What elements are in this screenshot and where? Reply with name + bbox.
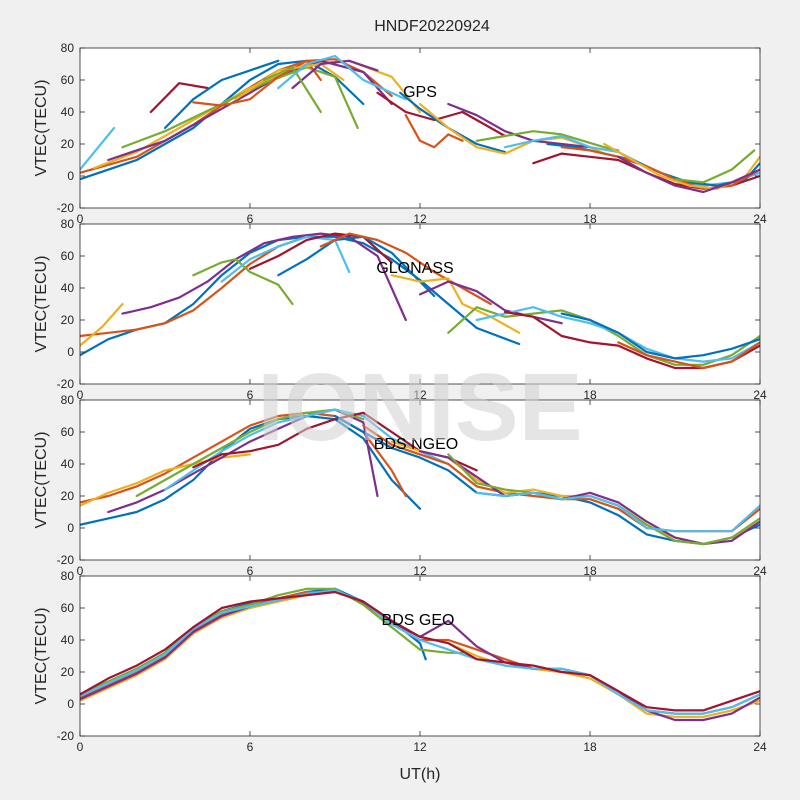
series-line-2 <box>80 302 124 347</box>
y-tick-label: 80 <box>61 393 75 407</box>
x-tick-label: 24 <box>753 212 767 226</box>
series-line-12 <box>277 54 407 101</box>
series-line-11 <box>263 66 322 114</box>
y-tick-label: 40 <box>61 457 75 471</box>
y-tick-label: -20 <box>57 553 75 567</box>
y-tick-label: 0 <box>67 697 74 711</box>
y-axis-label: VTEC(TECU) <box>33 432 50 529</box>
y-tick-label: 20 <box>61 137 75 151</box>
series-line-10 <box>291 59 379 90</box>
series-line-24 <box>617 155 760 194</box>
series-group <box>80 54 760 194</box>
y-tick-label: 0 <box>67 345 74 359</box>
y-tick-label: -20 <box>57 729 75 743</box>
series-line-4 <box>80 587 464 696</box>
x-tick-label: 24 <box>753 388 767 402</box>
y-tick-label: 0 <box>67 521 74 535</box>
series-line-14 <box>560 312 760 360</box>
series-line-22 <box>560 146 760 190</box>
x-tick-label: 12 <box>413 740 427 754</box>
y-tick-label: 60 <box>61 249 75 263</box>
y-tick-label: 80 <box>61 41 75 55</box>
y-tick-label: 40 <box>61 105 75 119</box>
series-line-0 <box>80 414 422 526</box>
series-line-6 <box>248 232 393 270</box>
series-line-12 <box>475 491 760 533</box>
y-axis-label: VTEC(TECU) <box>33 608 50 705</box>
x-tick-label: 6 <box>247 740 254 754</box>
series-line-6 <box>80 590 760 712</box>
y-tick-label: -20 <box>57 201 75 215</box>
y-tick-label: 40 <box>61 633 75 647</box>
panel-label: BDS GEO <box>382 612 455 629</box>
x-tick-label: 6 <box>247 388 254 402</box>
x-tick-label: 0 <box>77 212 84 226</box>
x-tick-label: 18 <box>583 388 597 402</box>
series-line-7 <box>163 59 280 130</box>
x-axis-label: UT(h) <box>400 766 441 783</box>
series-line-18 <box>475 130 620 152</box>
series-line-5 <box>220 235 351 283</box>
x-tick-label: 18 <box>583 212 597 226</box>
watermark: IONISE <box>257 354 582 461</box>
chart-title: HNDF20220924 <box>374 18 490 35</box>
y-axis-label: VTEC(TECU) <box>33 80 50 177</box>
x-tick-label: 24 <box>753 740 767 754</box>
series-line-5 <box>80 589 760 715</box>
series-line-8 <box>319 232 492 306</box>
y-tick-label: 80 <box>61 569 75 583</box>
series-line-9 <box>390 274 521 334</box>
x-tick-label: 18 <box>583 740 597 754</box>
series-group <box>80 408 760 546</box>
series-line-6 <box>149 82 209 114</box>
y-tick-label: 60 <box>61 601 75 615</box>
x-tick-label: 18 <box>583 564 597 578</box>
y-tick-label: 20 <box>61 313 75 327</box>
x-tick-label: 12 <box>413 388 427 402</box>
x-tick-label: 6 <box>247 212 254 226</box>
series-line-1 <box>80 235 308 338</box>
y-tick-label: -20 <box>57 377 75 391</box>
series-line-15 <box>617 341 760 370</box>
y-tick-label: 0 <box>67 169 74 183</box>
y-tick-label: 20 <box>61 665 75 679</box>
panel-label: GLONASS <box>376 260 453 277</box>
series-line-4 <box>121 66 359 149</box>
x-tick-label: 24 <box>753 564 767 578</box>
y-tick-label: 60 <box>61 73 75 87</box>
series-group <box>80 232 760 370</box>
series-line-3 <box>121 232 407 322</box>
series-line-10 <box>418 280 563 325</box>
y-tick-label: 60 <box>61 425 75 439</box>
series-line-15 <box>404 114 464 149</box>
x-tick-label: 6 <box>247 564 254 578</box>
series-line-17 <box>447 102 592 149</box>
panel-label: GPS <box>403 84 437 101</box>
series-line-25 <box>673 149 756 184</box>
series-line-9 <box>234 62 345 101</box>
x-tick-label: 0 <box>77 388 84 402</box>
x-tick-label: 12 <box>413 564 427 578</box>
x-tick-label: 0 <box>77 564 84 578</box>
series-line-5 <box>80 126 116 171</box>
y-tick-label: 80 <box>61 217 75 231</box>
x-tick-label: 0 <box>77 740 84 754</box>
series-line-0 <box>80 59 365 181</box>
series-line-13 <box>376 91 507 138</box>
panel-label: BDS NGEO <box>374 436 458 453</box>
x-tick-label: 12 <box>413 212 427 226</box>
plot-area <box>80 48 760 208</box>
y-tick-label: 40 <box>61 281 75 295</box>
y-tick-label: 20 <box>61 489 75 503</box>
series-group <box>80 587 760 722</box>
y-axis-label: VTEC(TECU) <box>33 256 50 353</box>
